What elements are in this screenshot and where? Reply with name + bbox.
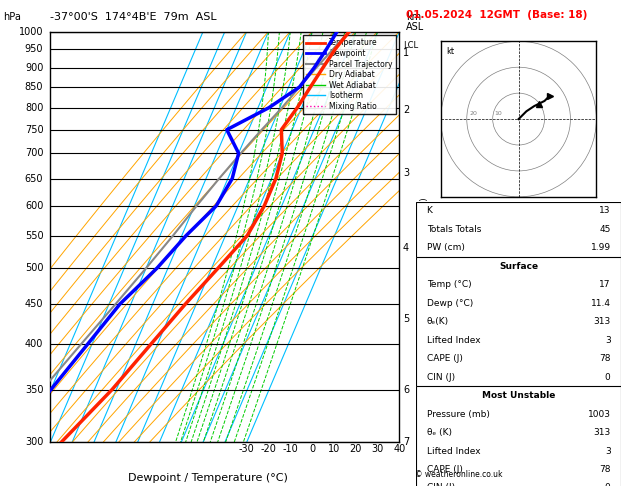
Text: 13: 13 [599, 207, 611, 215]
Text: 11.4: 11.4 [591, 299, 611, 308]
Text: 800: 800 [25, 103, 43, 113]
Text: LCL: LCL [403, 41, 418, 50]
Text: 1.99: 1.99 [591, 243, 611, 252]
Text: 20: 20 [469, 111, 477, 117]
Text: 10: 10 [328, 444, 340, 454]
Text: θₑ(K): θₑ(K) [426, 317, 448, 326]
Text: 650: 650 [25, 174, 43, 184]
Text: 500: 500 [25, 263, 43, 273]
Text: 1: 1 [403, 48, 409, 58]
Text: 3: 3 [605, 336, 611, 345]
Text: 6: 6 [403, 385, 409, 395]
Text: 7: 7 [403, 437, 409, 447]
Text: 2: 2 [403, 105, 409, 115]
Text: km: km [406, 12, 421, 22]
Text: 78: 78 [599, 354, 611, 363]
Text: -20: -20 [260, 444, 276, 454]
Text: K: K [426, 207, 433, 215]
Text: CAPE (J): CAPE (J) [426, 465, 462, 474]
Text: 550: 550 [25, 230, 43, 241]
Text: 1003: 1003 [587, 410, 611, 418]
Text: Pressure (mb): Pressure (mb) [426, 410, 489, 418]
Text: kt: kt [446, 47, 454, 56]
Text: CIN (J): CIN (J) [426, 373, 455, 382]
Text: -10: -10 [282, 444, 298, 454]
Text: Lifted Index: Lifted Index [426, 447, 481, 455]
Text: 30: 30 [372, 444, 384, 454]
Text: 1000: 1000 [19, 27, 43, 36]
Text: Mixing Ratio (g/kg): Mixing Ratio (g/kg) [420, 197, 430, 277]
Text: Dewpoint / Temperature (°C): Dewpoint / Temperature (°C) [128, 473, 287, 483]
Text: 10: 10 [494, 111, 502, 117]
Text: 313: 313 [593, 317, 611, 326]
Text: 350: 350 [25, 385, 43, 395]
Text: 40: 40 [393, 444, 406, 454]
Text: 0: 0 [309, 444, 315, 454]
Text: 950: 950 [25, 44, 43, 54]
Text: 45: 45 [599, 225, 611, 234]
Text: 0: 0 [605, 373, 611, 382]
Text: CAPE (J): CAPE (J) [426, 354, 462, 363]
Text: ASL: ASL [406, 22, 424, 32]
FancyBboxPatch shape [416, 202, 621, 257]
Text: 850: 850 [25, 82, 43, 92]
Text: hPa: hPa [3, 12, 21, 22]
Text: 450: 450 [25, 299, 43, 309]
FancyBboxPatch shape [416, 257, 621, 386]
Text: Most Unstable: Most Unstable [482, 391, 555, 400]
Legend: Temperature, Dewpoint, Parcel Trajectory, Dry Adiabat, Wet Adiabat, Isotherm, Mi: Temperature, Dewpoint, Parcel Trajectory… [303, 35, 396, 114]
Text: 313: 313 [593, 428, 611, 437]
Text: 78: 78 [599, 465, 611, 474]
Text: 3: 3 [605, 447, 611, 455]
Text: 900: 900 [25, 63, 43, 72]
Text: 3: 3 [403, 168, 409, 178]
Text: 01.05.2024  12GMT  (Base: 18): 01.05.2024 12GMT (Base: 18) [406, 10, 587, 20]
Text: 750: 750 [25, 125, 43, 135]
FancyBboxPatch shape [416, 386, 621, 486]
Text: 300: 300 [25, 437, 43, 447]
Text: Dewp (°C): Dewp (°C) [426, 299, 473, 308]
Text: Temp (°C): Temp (°C) [426, 280, 471, 289]
Text: 5: 5 [403, 314, 409, 325]
Text: PW (cm): PW (cm) [426, 243, 464, 252]
Text: 600: 600 [25, 201, 43, 211]
Text: 700: 700 [25, 148, 43, 158]
Text: Lifted Index: Lifted Index [426, 336, 481, 345]
Text: θₑ (K): θₑ (K) [426, 428, 452, 437]
Text: CIN (J): CIN (J) [426, 484, 455, 486]
Text: 4: 4 [403, 243, 409, 253]
Text: 400: 400 [25, 339, 43, 349]
Text: 20: 20 [350, 444, 362, 454]
Text: -30: -30 [239, 444, 255, 454]
Text: 0: 0 [605, 484, 611, 486]
Text: -37°00'S  174°4B'E  79m  ASL: -37°00'S 174°4B'E 79m ASL [50, 12, 217, 22]
Text: Surface: Surface [499, 262, 538, 271]
Text: 17: 17 [599, 280, 611, 289]
Text: © weatheronline.co.uk: © weatheronline.co.uk [415, 470, 503, 479]
Text: Totals Totals: Totals Totals [426, 225, 481, 234]
